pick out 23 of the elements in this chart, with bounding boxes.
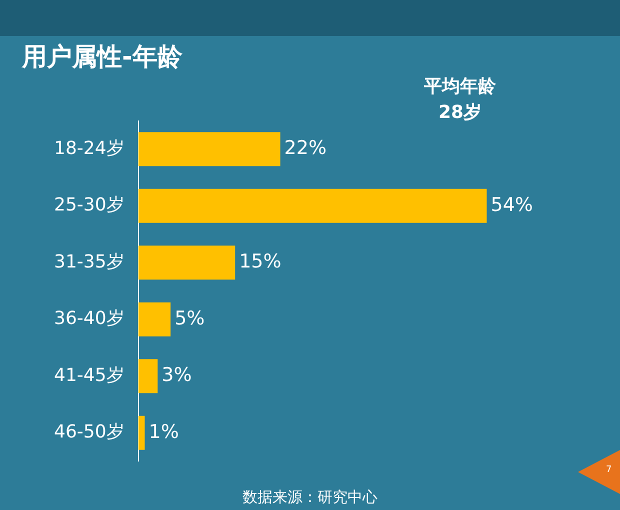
bar xyxy=(138,359,158,394)
data-label: 22% xyxy=(284,137,326,160)
data-label: 1% xyxy=(148,420,179,443)
data-label: 5% xyxy=(174,307,205,330)
bar xyxy=(138,416,145,450)
data-label: 3% xyxy=(162,364,192,386)
bar xyxy=(138,132,280,166)
data-label: 54% xyxy=(490,194,533,216)
bar xyxy=(138,246,236,280)
text: 7 xyxy=(606,465,612,475)
source-note: 数据来源：研究中心 xyxy=(242,488,378,507)
y-tick-label: 41-45岁 xyxy=(54,364,124,386)
y-tick-label: 31-35岁 xyxy=(54,251,124,272)
chart-title: 用户属性-年龄 xyxy=(22,41,182,73)
data-label: 15% xyxy=(239,250,282,273)
y-tick-label: 18-24岁 xyxy=(54,138,124,159)
bar xyxy=(138,302,171,336)
bar xyxy=(138,188,487,223)
y-tick-label: 36-40岁 xyxy=(54,308,124,330)
text: 平均年龄 xyxy=(423,75,497,99)
annotation: 28岁 xyxy=(437,101,483,125)
y-tick-label: 25-30岁 xyxy=(54,194,124,216)
y-tick-label: 46-50岁 xyxy=(54,422,124,443)
